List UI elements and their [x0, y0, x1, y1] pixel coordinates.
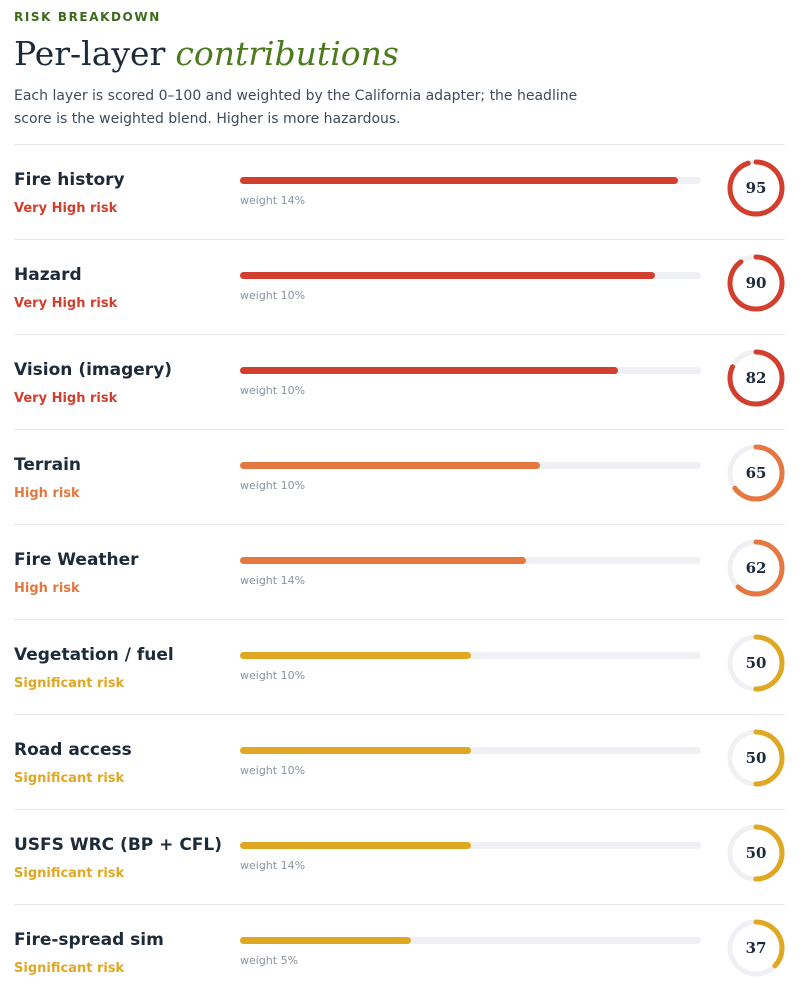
ring-arc	[727, 159, 785, 217]
layer-row: Vegetation / fuel Significant risk weight …	[14, 619, 785, 714]
weight-label: weight 10%	[240, 384, 306, 397]
bar-track	[240, 652, 701, 659]
score-ring: 65	[727, 444, 785, 502]
ring-arc	[727, 539, 785, 597]
bar-fill	[240, 557, 526, 564]
risk-label: High risk	[14, 581, 80, 596]
layer-name: USFS WRC (BP + CFL)	[14, 835, 223, 855]
layer-row: Fire-spread sim Significant risk weight 5%…	[14, 904, 785, 999]
score-value: 62	[746, 559, 767, 577]
score-ring: 50	[727, 729, 785, 787]
rows: Fire history Very High risk weight 14% 95 Ha…	[14, 144, 785, 999]
ring-arc	[727, 349, 785, 407]
weight-label: weight 14%	[240, 194, 306, 207]
score-value: 37	[746, 939, 767, 957]
weight-label: weight 10%	[240, 764, 306, 777]
risk-label: Very High risk	[14, 201, 118, 216]
layer-row: Terrain High risk weight 10% 65	[14, 429, 785, 524]
bar-fill	[240, 462, 540, 469]
score-value: 82	[746, 369, 767, 387]
bar-fill	[240, 367, 619, 374]
layer-name: Fire-spread sim	[14, 930, 164, 950]
title-text: Per-layer	[14, 34, 166, 73]
bar-track	[240, 177, 701, 184]
description: Each layer is scored 0–100 and weighted …	[14, 88, 578, 127]
bar-fill	[240, 652, 471, 659]
risk-label: Significant risk	[14, 961, 125, 976]
bar-fill	[240, 937, 411, 944]
weight-label: weight 10%	[240, 669, 306, 682]
score-ring: 50	[727, 824, 785, 882]
layer-name: Fire Weather	[14, 550, 139, 570]
risk-label: Significant risk	[14, 676, 125, 691]
title-emphasis: contributions	[175, 34, 399, 73]
risk-label: Very High risk	[14, 296, 118, 311]
score-ring: 95	[727, 159, 785, 217]
score-ring: 62	[727, 539, 785, 597]
ring-arc	[727, 444, 785, 502]
layer-row: Road access Significant risk weight 10% 50	[14, 714, 785, 809]
layer-name: Vegetation / fuel	[14, 645, 174, 665]
bar-track	[240, 842, 701, 849]
weight-label: weight 14%	[240, 859, 306, 872]
score-value: 50	[746, 749, 767, 767]
layer-row: Fire history Very High risk weight 14% 95	[14, 144, 785, 239]
bar-fill	[240, 272, 655, 279]
risk-label: Very High risk	[14, 391, 118, 406]
bar-fill	[240, 747, 471, 754]
score-value: 90	[746, 274, 767, 292]
layer-row: USFS WRC (BP + CFL) Significant risk weigh…	[14, 809, 785, 904]
ring-arc	[727, 919, 785, 977]
risk-label: Significant risk	[14, 771, 125, 786]
layer-name: Terrain	[14, 455, 82, 475]
weight-label: weight 14%	[240, 574, 306, 587]
weight-label: weight 10%	[240, 479, 306, 492]
score-value: 50	[746, 654, 767, 672]
score-ring: 37	[727, 919, 785, 977]
score-ring: 82	[727, 349, 785, 407]
score-ring: 50	[727, 634, 785, 692]
risk-label: Significant risk	[14, 866, 125, 881]
ring-arc	[727, 729, 785, 787]
bar-track	[240, 747, 701, 754]
score-ring: 90	[727, 254, 785, 312]
score-value: 50	[746, 844, 767, 862]
score-value: 65	[746, 464, 767, 482]
bar-track	[240, 937, 701, 944]
eyebrow: RISK BREAKDOWN	[14, 10, 161, 24]
title: Per-layer contributions	[14, 34, 399, 73]
layer-name: Road access	[14, 740, 132, 760]
bar-track	[240, 367, 701, 374]
weight-label: weight 5%	[240, 954, 299, 967]
risk-label: High risk	[14, 486, 80, 501]
bar-fill	[240, 177, 678, 184]
score-value: 95	[746, 179, 767, 197]
ring-arc	[727, 824, 785, 882]
bar-track	[240, 462, 701, 469]
layer-name: Fire history	[14, 170, 125, 190]
bar-track	[240, 557, 701, 564]
layer-name: Vision (imagery)	[14, 360, 173, 380]
bar-fill	[240, 842, 471, 849]
weight-label: weight 10%	[240, 289, 306, 302]
ring-arc	[727, 254, 785, 312]
bar-track	[240, 272, 701, 279]
layer-row: Hazard Very High risk weight 10% 90	[14, 239, 785, 334]
layer-row: Fire Weather High risk weight 14% 62	[14, 524, 785, 619]
ring-arc	[727, 634, 785, 692]
layer-name: Hazard	[14, 265, 82, 285]
layer-row: Vision (imagery) Very High risk weight 10%…	[14, 334, 785, 429]
